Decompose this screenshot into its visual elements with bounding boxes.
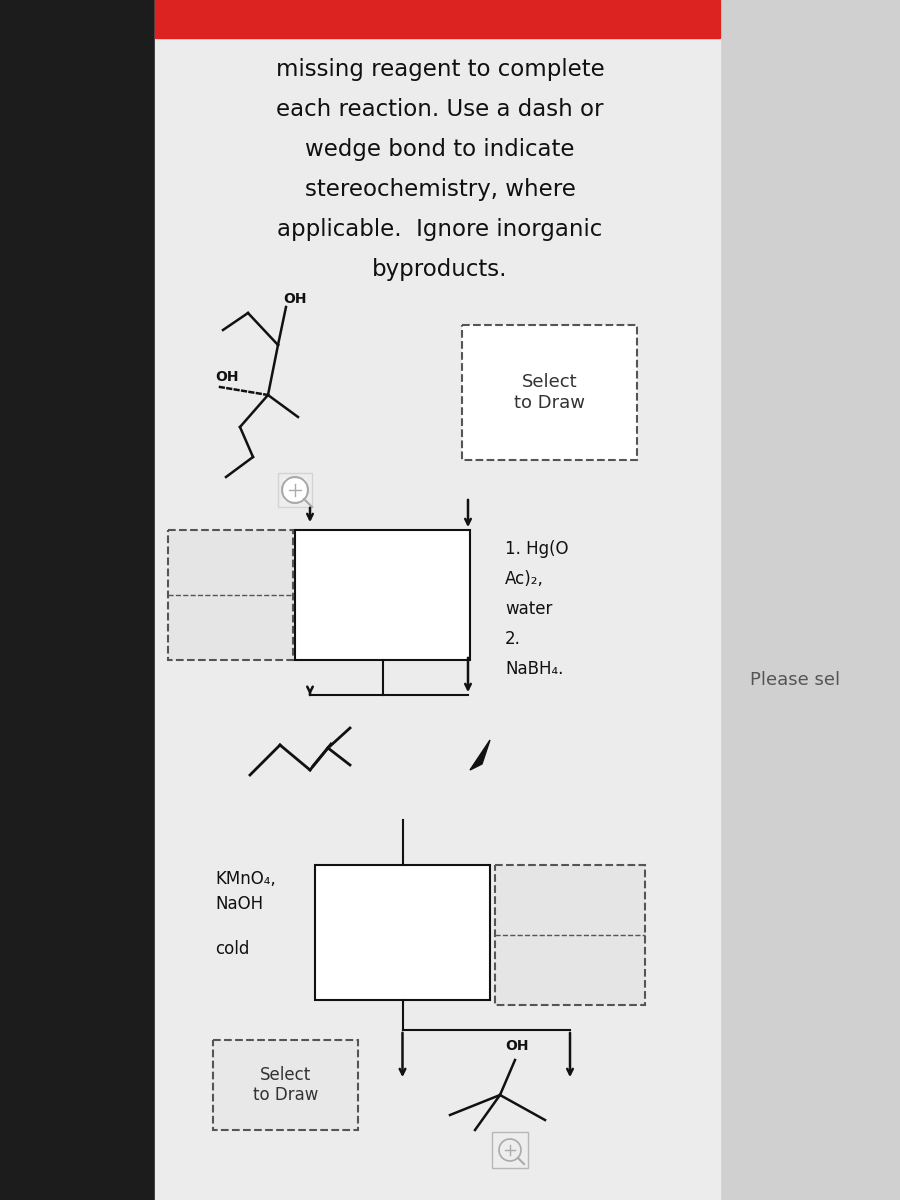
Text: cold: cold: [215, 940, 249, 958]
Text: KMnO₄,: KMnO₄,: [215, 870, 275, 888]
Text: each reaction. Use a dash or: each reaction. Use a dash or: [276, 98, 604, 121]
Bar: [0, 0, 155, 1200]
Bar: [315, 865, 490, 1000]
Text: Please sel: Please sel: [750, 671, 840, 689]
Text: water: water: [505, 600, 553, 618]
Bar: [495, 865, 645, 1006]
Text: OH: OH: [215, 370, 238, 384]
Text: 1. Hg(O: 1. Hg(O: [505, 540, 569, 558]
Text: byproducts.: byproducts.: [373, 258, 508, 281]
Text: missing reagent to complete: missing reagent to complete: [275, 58, 605, 80]
Bar: [295, 530, 470, 660]
Bar: [168, 530, 293, 660]
Text: applicable.  Ignore inorganic: applicable. Ignore inorganic: [277, 218, 603, 241]
Bar: [213, 1040, 358, 1130]
Text: stereochemistry, where: stereochemistry, where: [304, 178, 575, 200]
Bar: [155, 0, 720, 38]
Text: wedge bond to indicate: wedge bond to indicate: [305, 138, 575, 161]
Text: Ac)₂,: Ac)₂,: [505, 570, 544, 588]
Text: OH: OH: [283, 292, 307, 306]
Text: Select
to Draw: Select to Draw: [253, 1066, 319, 1104]
Polygon shape: [470, 740, 490, 770]
Bar: [492, 1132, 528, 1168]
Text: NaBH₄.: NaBH₄.: [505, 660, 563, 678]
Text: 2.: 2.: [505, 630, 521, 648]
Text: OH: OH: [505, 1039, 528, 1054]
Bar: [720, 0, 900, 1200]
Bar: [462, 325, 637, 460]
Text: Select
to Draw: Select to Draw: [514, 373, 585, 412]
Bar: [155, 0, 720, 1200]
Bar: [278, 473, 312, 506]
Bar: [284, 479, 306, 502]
Text: NaOH: NaOH: [215, 895, 263, 913]
